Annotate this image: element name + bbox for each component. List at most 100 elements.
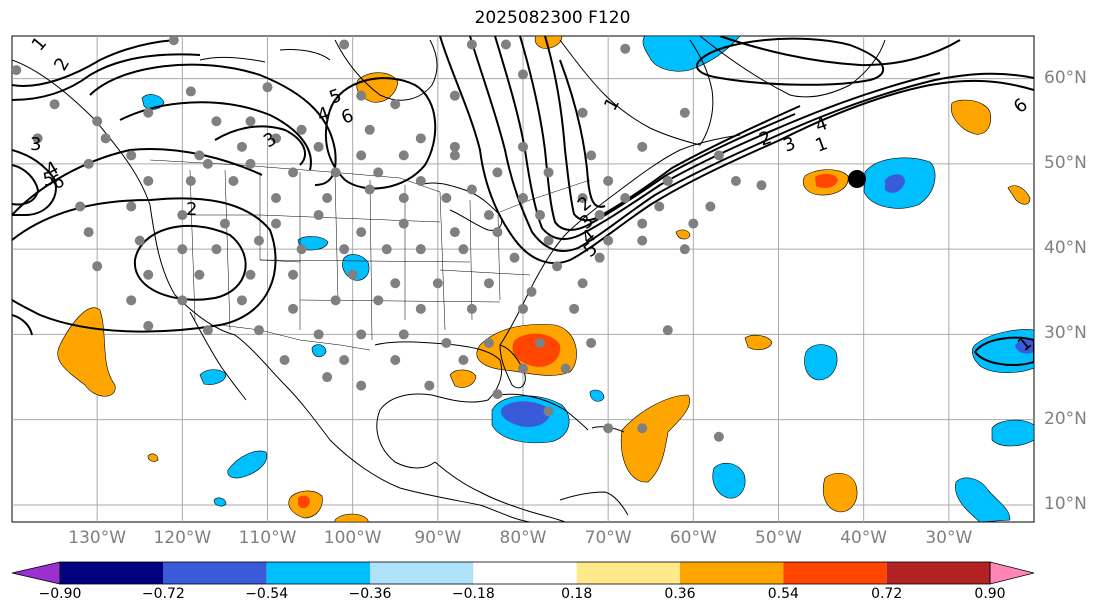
station-dot bbox=[322, 193, 333, 203]
station-dot bbox=[500, 39, 511, 50]
longitude-label: 80°W bbox=[499, 528, 547, 548]
station-dot bbox=[313, 329, 324, 340]
contour-label: 2 bbox=[186, 199, 197, 220]
coast-canadian-archipelago bbox=[199, 49, 331, 63]
station-dot bbox=[526, 286, 537, 297]
station-dot bbox=[603, 423, 614, 434]
station-dot bbox=[560, 363, 571, 374]
station-dot bbox=[603, 175, 614, 186]
station-dot bbox=[83, 227, 94, 238]
latitude-label: 20°N bbox=[1044, 408, 1087, 429]
longitude-label: 70°W bbox=[584, 528, 632, 548]
station-dot bbox=[679, 244, 690, 255]
station-dot bbox=[449, 90, 460, 101]
contour-north-1 bbox=[12, 39, 176, 87]
colorbar-tick-label: 0.90 bbox=[974, 586, 1006, 602]
colorbar-segment bbox=[370, 562, 474, 584]
station-dot bbox=[492, 227, 503, 238]
station-dot bbox=[126, 150, 137, 161]
station-dot bbox=[202, 158, 213, 169]
marker-dot bbox=[848, 170, 866, 188]
contour-label: 5 bbox=[41, 168, 56, 191]
station-dot bbox=[518, 303, 528, 314]
station-dot bbox=[730, 175, 741, 186]
station-dot bbox=[390, 99, 401, 110]
station-dot bbox=[322, 372, 333, 383]
station-dot bbox=[177, 210, 188, 221]
station-dot bbox=[347, 269, 358, 280]
latitude-label: 60°N bbox=[1044, 67, 1087, 88]
station-dot bbox=[32, 133, 43, 144]
station-dot bbox=[713, 150, 724, 161]
station-dot bbox=[458, 244, 469, 255]
station-dot bbox=[441, 337, 452, 348]
latitude-label: 40°N bbox=[1044, 238, 1087, 259]
station-dot bbox=[492, 389, 503, 400]
station-dot bbox=[705, 201, 716, 212]
station-dot bbox=[271, 218, 282, 229]
station-dot bbox=[441, 193, 452, 203]
contour-west-closed-2 bbox=[133, 224, 247, 301]
contour-west-ring-2 bbox=[12, 148, 263, 216]
station-dot bbox=[518, 363, 528, 374]
coast-south-america bbox=[559, 491, 629, 516]
station-dot bbox=[288, 303, 299, 314]
shade-orange-atlantic-small bbox=[744, 334, 773, 351]
longitude-label: 90°W bbox=[414, 528, 462, 548]
station-dot bbox=[296, 244, 307, 255]
station-dot bbox=[518, 141, 528, 152]
colorbar-tick-label: −0.54 bbox=[245, 586, 289, 602]
contour-east-trough-2 bbox=[469, 36, 1034, 252]
station-dot bbox=[398, 218, 409, 229]
longitude-label: 110°W bbox=[238, 528, 297, 548]
contour-west-ring-1 bbox=[12, 197, 277, 333]
station-dot bbox=[586, 337, 597, 348]
station-dot bbox=[713, 431, 724, 442]
station-dot bbox=[390, 355, 401, 365]
station-dot bbox=[679, 107, 690, 118]
station-dot bbox=[202, 325, 213, 336]
station-dot bbox=[356, 150, 367, 161]
station-dot bbox=[339, 39, 350, 50]
station-dot bbox=[134, 235, 145, 246]
station-dot bbox=[466, 184, 477, 195]
station-dot bbox=[245, 158, 256, 169]
station-dot bbox=[143, 269, 154, 280]
station-dot bbox=[415, 303, 426, 314]
station-dot bbox=[594, 252, 605, 263]
station-dot bbox=[398, 193, 409, 203]
station-dot bbox=[518, 69, 528, 80]
contour-arc-3 bbox=[214, 125, 306, 166]
station-dot bbox=[356, 329, 367, 340]
shade-blue-labrador bbox=[642, 36, 741, 72]
station-dot bbox=[356, 90, 367, 101]
coast-north-america bbox=[12, 59, 531, 522]
colorbar-tick-label: −0.18 bbox=[451, 586, 495, 602]
station-dot bbox=[194, 269, 205, 280]
station-dot bbox=[92, 116, 103, 127]
station-dot bbox=[424, 380, 435, 391]
station-dot bbox=[637, 218, 648, 229]
contour-pacific-low bbox=[12, 314, 33, 336]
shade-blue-small-3 bbox=[213, 497, 227, 507]
colorbar-segment bbox=[163, 562, 267, 584]
contour-arc-2 bbox=[119, 101, 312, 171]
colorbar bbox=[11, 561, 1035, 585]
station-dot bbox=[373, 295, 384, 306]
shade-red-north-atlantic bbox=[815, 173, 838, 188]
shade-red-florida bbox=[512, 333, 561, 367]
station-dot bbox=[313, 210, 324, 221]
shade-blue-east-low bbox=[991, 419, 1034, 447]
contour-ne-1 bbox=[719, 36, 961, 67]
colorbar-segment bbox=[886, 562, 990, 584]
station-dot bbox=[75, 201, 86, 212]
station-dot bbox=[177, 295, 188, 306]
station-dot bbox=[466, 303, 477, 314]
colorbar-arrow-left bbox=[11, 561, 61, 585]
station-dot bbox=[313, 141, 324, 152]
colorbar-segment bbox=[266, 562, 370, 584]
latitude-label: 50°N bbox=[1044, 152, 1087, 173]
station-dot bbox=[92, 261, 103, 272]
station-dot bbox=[586, 150, 597, 161]
coast-labrador bbox=[559, 39, 714, 146]
